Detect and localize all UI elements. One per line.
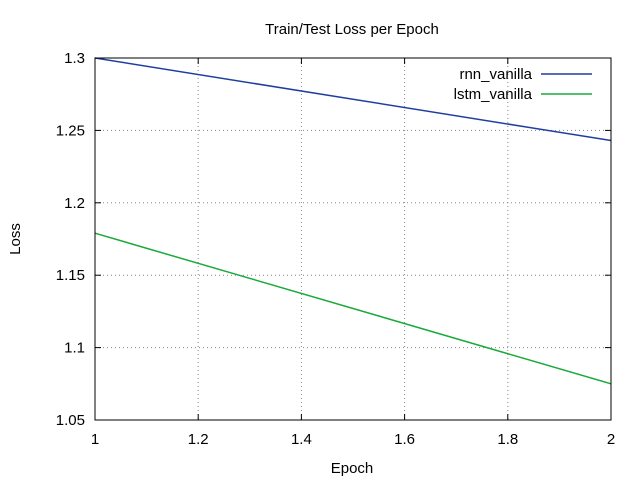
x-tick-label: 1.4 [291, 431, 312, 448]
legend-label-lstm_vanilla: lstm_vanilla [454, 86, 533, 103]
x-tick-label: 1.8 [497, 431, 518, 448]
y-axis-label: Loss [7, 223, 24, 255]
plot-frame [94, 57, 612, 421]
legend: rnn_vanilla lstm_vanilla [454, 66, 592, 103]
x-tick-label: 1.6 [394, 431, 415, 448]
y-tick-label: 1.2 [64, 195, 85, 212]
series-line-rnn_vanilla [94, 57, 612, 142]
x-tick-label: 2 [607, 431, 615, 448]
x-tick-label: 1.2 [188, 431, 209, 448]
ticks: 1 1.2 1.4 1.6 1.8 2 1.05 1.1 1.15 1.2 1.25 1.3 [56, 50, 615, 448]
y-tick-label: 1.3 [64, 50, 85, 67]
x-tick-label: 1 [91, 431, 99, 448]
chart-title: Train/Test Loss per Epoch [265, 21, 439, 38]
y-tick-label: 1.1 [64, 340, 85, 357]
y-tick-label: 1.15 [56, 267, 85, 284]
legend-label-rnn_vanilla: rnn_vanilla [459, 66, 532, 83]
y-tick-label: 1.25 [56, 122, 85, 139]
x-axis-label: Epoch [331, 460, 374, 477]
y-tick-label: 1.05 [56, 412, 85, 429]
grid [95, 58, 611, 420]
series-line-lstm_vanilla [94, 232, 612, 385]
series-lines [94, 57, 612, 385]
